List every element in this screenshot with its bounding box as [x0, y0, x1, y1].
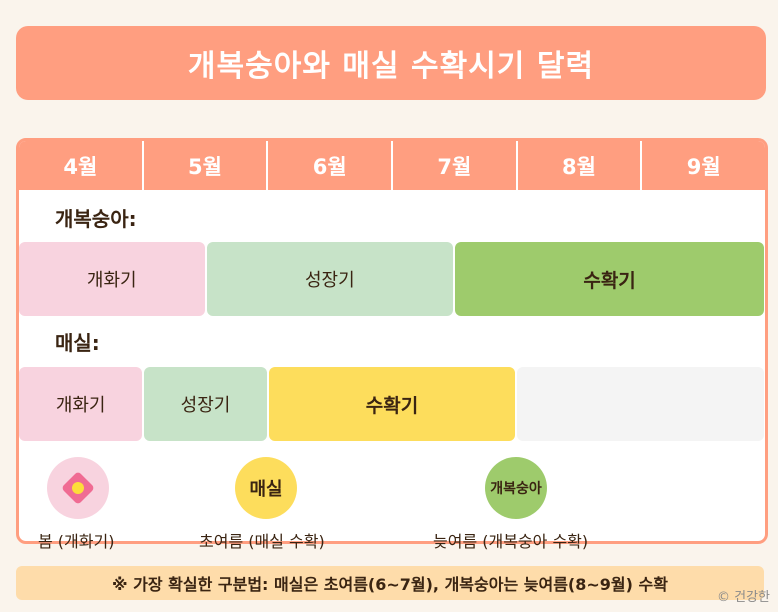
peach-segment-개화기: 개화기	[19, 242, 205, 316]
month-6: 6월	[268, 141, 394, 190]
legend-label-early-summer: 초여름 (매실 수확)	[199, 532, 325, 551]
month-4: 4월	[19, 141, 144, 190]
maesil-circle-text: 매실	[249, 479, 283, 500]
footer-note: ※ 가장 확실한 구분법: 매실은 초여름(6~7월), 개복숭아는 늦여름(8…	[16, 566, 764, 600]
peach-circle: 개복숭아	[485, 457, 547, 519]
legend-label-spring: 봄 (개화기)	[38, 532, 115, 551]
peach-segment-성장기: 성장기	[206, 242, 454, 316]
maesil-segment-성장기: 성장기	[144, 367, 267, 441]
legend-label-late-summer: 늦여름 (개복숭아 수확)	[433, 532, 589, 551]
flower-shape-icon	[62, 472, 94, 504]
month-7: 7월	[393, 141, 518, 190]
month-8: 8월	[517, 141, 643, 190]
title-banner: 개복숭아와 매실 수확시기 달력	[16, 26, 766, 100]
footer-text: ※ 가장 확실한 구분법: 매실은 초여름(6~7월), 개복숭아는 늦여름(8…	[112, 575, 668, 594]
row-label-maesil: 매실:	[55, 331, 100, 355]
maesil-segment-개화기: 개화기	[19, 367, 143, 441]
peach-circle-text: 개복숭아	[490, 481, 542, 497]
row-label-peach: 개복숭아:	[55, 207, 137, 231]
maesil-segment-수확기: 수확기	[268, 367, 516, 441]
credit-text: © 건강한	[716, 590, 770, 605]
maesil-circle: 매실	[235, 457, 297, 519]
maesil-segment-empty	[517, 367, 764, 441]
peach-segment-수확기: 수확기	[455, 242, 764, 316]
month-5: 5월	[143, 141, 269, 190]
page-title: 개복숭아와 매실 수확시기 달력	[187, 49, 595, 84]
month-header: 4월 5월 6월 7월 8월 9월	[19, 141, 765, 190]
month-9: 9월	[642, 141, 765, 190]
flower-icon	[47, 457, 109, 519]
harvest-calendar: 4월 5월 6월 7월 8월 9월 개복숭아: 개화기 성장기 수확기 매실: 개화…	[16, 138, 768, 544]
